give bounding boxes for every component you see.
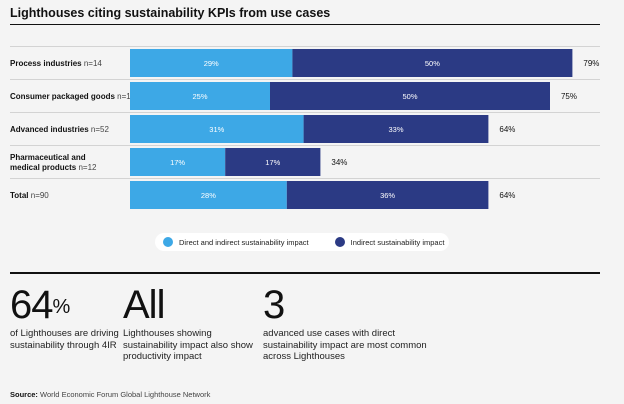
bar-value-label: 33% xyxy=(388,125,403,134)
total-label: 34% xyxy=(331,158,347,167)
legend-swatch-indirect xyxy=(334,237,345,247)
legend-swatch-direct xyxy=(163,237,173,247)
chart-legend: Direct and indirect sustainability impac… xyxy=(155,233,449,251)
bar-segment xyxy=(130,82,270,110)
bar-value-label: 50% xyxy=(425,59,440,68)
legend-label-direct: Direct and indirect sustainability impac… xyxy=(179,237,309,247)
bar-segment xyxy=(130,49,293,77)
top-divider xyxy=(10,24,600,25)
bar-segment xyxy=(130,181,287,209)
stat-all: All Lighthouses showing sustainability i… xyxy=(123,283,253,363)
bar-segment xyxy=(130,115,304,143)
legend-item-indirect: Indirect sustainability impact xyxy=(334,237,445,247)
bar-segment xyxy=(286,181,489,209)
stacked-bar-chart: Process industries n=14 29% 50% 79% Consumer… xyxy=(10,46,600,209)
total-label: 64% xyxy=(499,125,515,134)
bar-value-label: 50% xyxy=(402,92,417,101)
middle-divider xyxy=(10,272,600,274)
bar-value-label: 36% xyxy=(380,191,395,200)
bar-segment xyxy=(270,82,550,110)
bar-value-label: 28% xyxy=(201,191,216,200)
total-label: 64% xyxy=(499,191,515,200)
bar-value-label: 17% xyxy=(265,158,280,167)
bar-value-label: 25% xyxy=(192,92,207,101)
stat-description: of Lighthouses are driving sustainabilit… xyxy=(10,328,119,351)
category-label: Consumer packaged goods n=12 xyxy=(10,92,136,101)
bar-value-label: 29% xyxy=(204,59,219,68)
bar-value-label: 17% xyxy=(170,158,185,167)
bar-segment xyxy=(130,148,226,176)
chart-title: Lighthouses citing sustainability KPIs f… xyxy=(10,6,331,20)
stat-64-percent: 64% of Lighthouses are driving sustainab… xyxy=(10,283,120,351)
stat-description: Lighthouses showing sustainability impac… xyxy=(123,328,253,362)
source-note: Source: World Economic Forum Global Ligh… xyxy=(10,390,211,399)
stat-value: All xyxy=(123,283,165,327)
total-label: 79% xyxy=(583,59,599,68)
category-label: Total n=90 xyxy=(10,191,49,200)
category-label: Process industries n=14 xyxy=(10,59,102,68)
stat-description: advanced use cases with direct sustainab… xyxy=(263,328,427,362)
bar-segment xyxy=(303,115,489,143)
legend-item-direct: Direct and indirect sustainability impac… xyxy=(163,237,309,247)
stat-three: 3 advanced use cases with direct sustain… xyxy=(263,283,428,363)
bar-segment xyxy=(292,49,573,77)
bar-segment xyxy=(225,148,321,176)
total-label: 75% xyxy=(561,92,577,101)
stat-value: 3 xyxy=(263,283,285,327)
stat-value: 64% xyxy=(10,283,70,327)
category-label: Pharmaceutical and medical products n=12 xyxy=(10,153,97,172)
category-label: Advanced industries n=52 xyxy=(10,125,109,134)
bar-value-label: 31% xyxy=(209,125,224,134)
legend-label-indirect: Indirect sustainability impact xyxy=(350,237,445,247)
